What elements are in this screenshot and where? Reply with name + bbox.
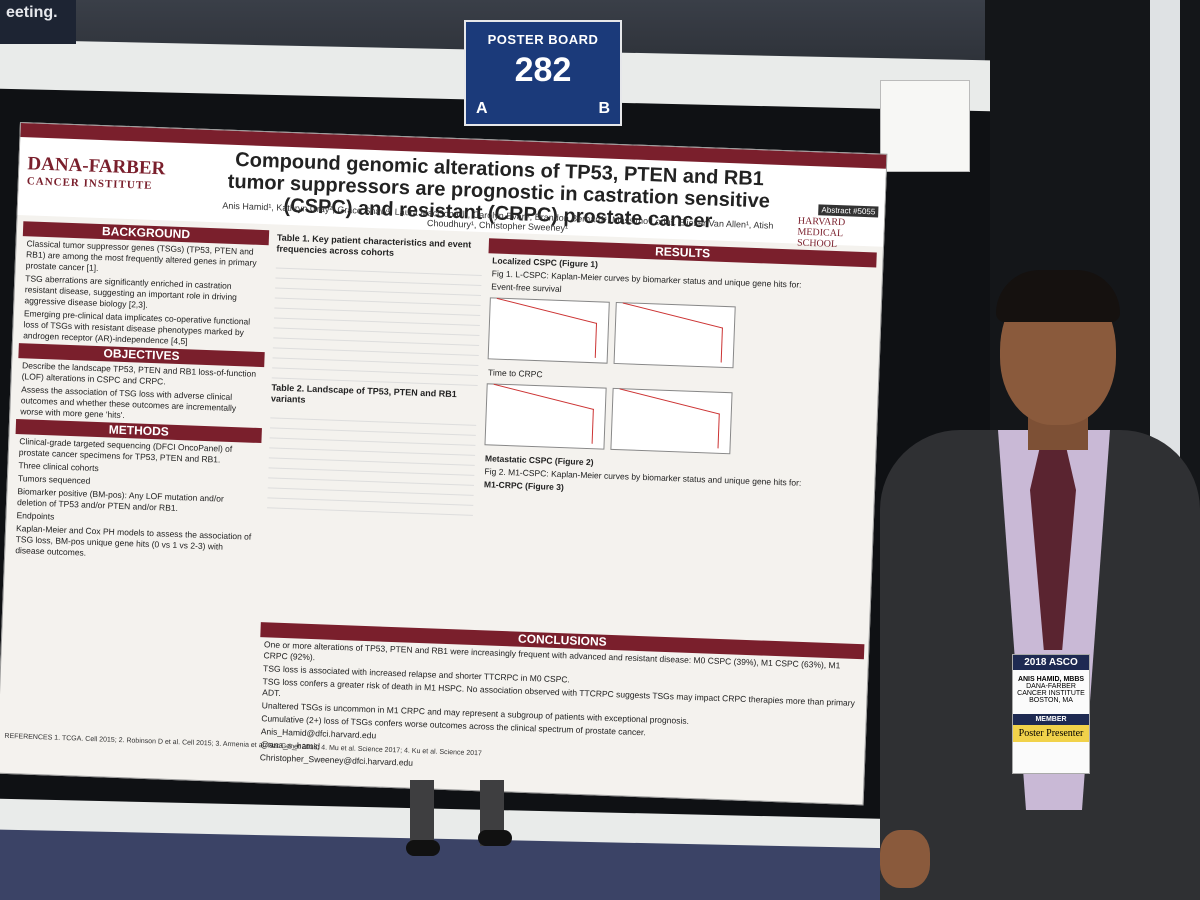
conclusions-block: CONCLUSIONS One or more alterations of T… xyxy=(256,620,865,787)
booth-pillar xyxy=(1150,0,1180,480)
km-plot xyxy=(613,301,736,369)
km-plot xyxy=(610,387,733,455)
km-plot xyxy=(484,383,607,450)
badge-role: Poster Presenter xyxy=(1013,725,1089,742)
km-plot xyxy=(487,297,610,364)
harvard-logo: HARVARD MEDICAL SCHOOL xyxy=(796,215,846,251)
table1-title: Table 1. Key patient characteristics and… xyxy=(276,232,472,258)
badge-name: ANIS HAMID, MBBS xyxy=(1017,676,1085,683)
leg xyxy=(410,780,434,846)
research-poster: DANA-FARBER CANCER INSTITUTE Compound ge… xyxy=(0,122,888,806)
dana-farber-logo: DANA-FARBER CANCER INSTITUTE xyxy=(27,153,166,192)
shoe xyxy=(406,840,440,856)
side-a-label: A xyxy=(476,100,488,117)
abstract-number: Abstract #5055 xyxy=(818,204,879,218)
badge-org: DANA-FARBER CANCER INSTITUTE xyxy=(1017,683,1085,697)
table2-title: Table 2. Landscape of TP53, PTEN and RB1… xyxy=(270,382,457,405)
badge-city: BOSTON, MA xyxy=(1029,697,1073,704)
shoe xyxy=(478,830,512,846)
poster-board-label: POSTER BOARD xyxy=(487,32,599,47)
methods-item: Kaplan-Meier and Cox PH models to assess… xyxy=(15,523,252,558)
presenter: 2018 ASCO ANIS HAMID, MBBS DANA-FARBER C… xyxy=(880,270,1200,900)
background-legs xyxy=(400,780,520,860)
middle-column: Table 1. Key patient characteristics and… xyxy=(265,228,485,516)
results-column: RESULTS Localized CSPC (Figure 1) Fig 1.… xyxy=(480,236,877,506)
badge-event: 2018 ASCO xyxy=(1013,655,1089,670)
hand xyxy=(880,830,930,888)
side-b-label: B xyxy=(598,100,610,117)
left-column: BACKGROUND Classical tumor suppressor ge… xyxy=(11,219,270,567)
badge-member: MEMBER xyxy=(1013,714,1089,725)
pinned-note xyxy=(880,80,970,172)
conference-badge: 2018 ASCO ANIS HAMID, MBBS DANA-FARBER C… xyxy=(1012,654,1090,774)
poster-board-number: 282 xyxy=(514,51,572,89)
hair xyxy=(996,270,1120,322)
poster-board-sign: POSTER BOARD 282 A B xyxy=(464,20,622,126)
corner-sign: eeting. xyxy=(0,0,76,44)
